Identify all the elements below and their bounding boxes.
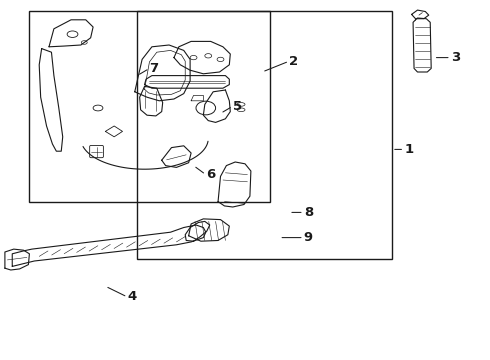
Text: 2: 2 (289, 55, 298, 68)
Bar (29, 11, 270, 202)
Text: 5: 5 (233, 100, 242, 113)
Text: 1: 1 (404, 143, 414, 156)
Text: 4: 4 (127, 291, 137, 303)
Text: 7: 7 (149, 62, 159, 75)
Text: 8: 8 (304, 206, 313, 219)
Text: 6: 6 (206, 168, 215, 181)
Bar (137, 11, 392, 259)
Text: 3: 3 (451, 51, 460, 64)
Text: 9: 9 (304, 231, 313, 244)
